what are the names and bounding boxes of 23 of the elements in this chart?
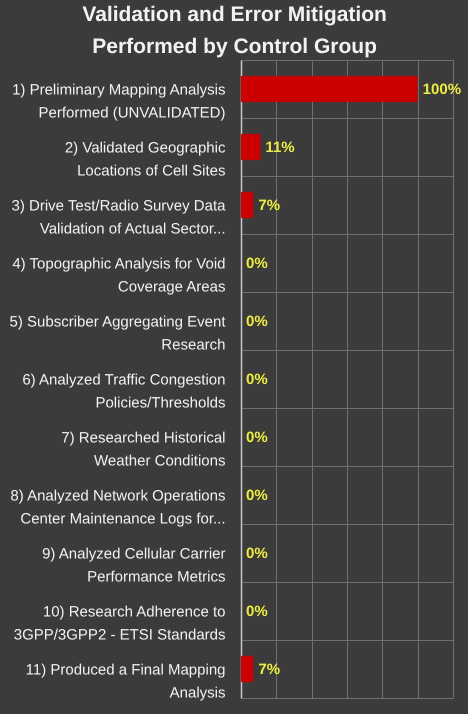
data-label: 7% [258,197,280,214]
data-label: 0% [246,429,268,446]
y-tick-label: 8) Analyzed Network Operations Center Maintenance Logs for... [10,488,226,528]
y-tick-label: 9) Analyzed Cellular Carrier Performance Metrics [42,546,226,586]
data-label: 100% [422,81,462,98]
y-tick-label: 4) Topographic Analysis for Void Coverage Areas [12,256,226,296]
y-tick-label: 1) Preliminary Mapping Analysis Performed (UNVALIDATED) [12,82,226,122]
y-tick-label: 11) Produced a Final Mapping Analysis [26,662,226,702]
data-label: 0% [246,545,268,562]
y-tick-label: 10) Research Adherence to 3GPP/3GPP2 - ETSI Standards [14,604,226,644]
data-label: 0% [246,313,268,330]
data-label: 0% [246,487,268,504]
data-label: 0% [246,255,268,272]
y-tick-label: 7) Researched Historical Weather Conditions [61,430,226,470]
y-tick-label: 6) Analyzed Traffic Congestion Policies/Thresholds [22,372,226,412]
data-label: 0% [246,371,268,388]
y-tick-label: 3) Drive Test/Radio Survey Data Validation of Actual Sector... [12,198,226,238]
data-label: 11% [265,139,295,156]
data-label: 7% [258,661,280,678]
y-tick-label: 2) Validated Geographic Locations of Cell Sites [64,140,226,180]
y-tick-label: 5) Subscriber Aggregating Event Research [10,314,226,354]
chart-title: Validation and Error Mitigation Performed by Control Group [82,3,387,58]
data-label: 0% [246,603,268,620]
